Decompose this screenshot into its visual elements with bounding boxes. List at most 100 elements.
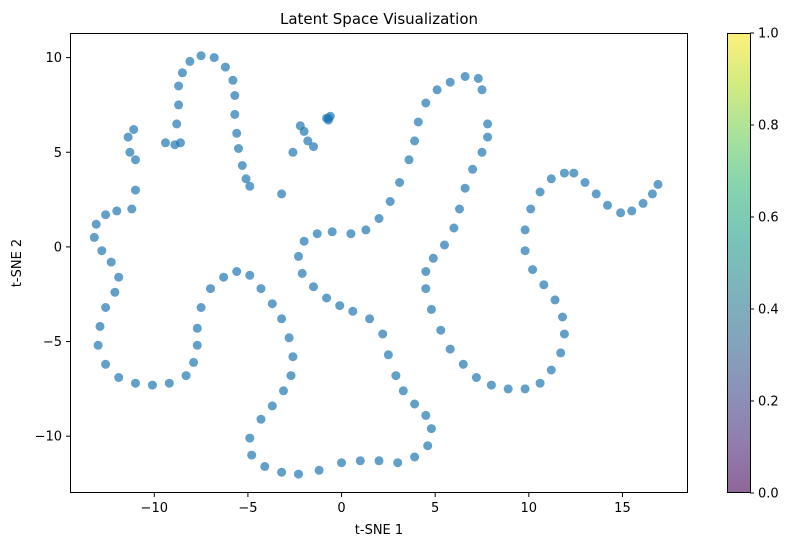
scatter-point (220, 62, 230, 72)
scatter-point (106, 257, 116, 267)
scatter-point (559, 168, 569, 178)
colorbar-tick-label: 1.0 (758, 27, 779, 42)
scatter-point (196, 51, 206, 61)
scatter-point (101, 359, 111, 369)
scatter-point (170, 140, 180, 150)
scatter-point (395, 178, 405, 187)
scatter-point (410, 452, 420, 462)
scatter-point (297, 268, 307, 278)
scatter-point (232, 128, 242, 138)
scatter-point (219, 272, 229, 282)
scatter-point (473, 73, 483, 83)
scatter-point (455, 204, 464, 214)
scatter-point (440, 240, 449, 250)
scatter-point (192, 323, 202, 333)
scatter-point (129, 125, 139, 134)
scatter-point (161, 138, 170, 148)
scatter-point (483, 132, 493, 142)
scatter-point (421, 267, 431, 276)
scatter-point (337, 458, 346, 468)
scatter-point (131, 185, 140, 195)
scatter-point (314, 465, 324, 475)
scatter-point (245, 181, 255, 191)
scatter-point (486, 380, 496, 390)
y-tick-label: 5 (54, 146, 62, 161)
scatter-point (520, 246, 530, 256)
y-tick-label: −5 (43, 335, 62, 350)
scatter-point (378, 329, 388, 339)
x-tick-label: −10 (141, 501, 168, 516)
scatter-point (189, 357, 199, 367)
scatter-point (172, 119, 182, 129)
scatter-point (374, 456, 384, 466)
scatter-point (192, 340, 202, 350)
scatter-point (95, 321, 105, 331)
scatter-point (520, 225, 530, 235)
scatter-point (365, 314, 375, 324)
scatter-points (89, 51, 663, 479)
scatter-point (361, 225, 371, 235)
scatter-point (550, 295, 560, 305)
scatter-point (391, 371, 401, 381)
scatter-point (460, 72, 470, 81)
y-axis-ticks: −10 −5 0 5 10 (35, 51, 70, 445)
scatter-point (230, 91, 240, 100)
scatter-point (288, 352, 298, 362)
scatter-point (383, 350, 393, 360)
scatter-point (232, 267, 242, 276)
scatter-point (228, 75, 238, 85)
colorbar-tick-label: 0.8 (758, 119, 779, 134)
scatter-point (234, 144, 243, 153)
scatter-point (101, 210, 111, 220)
scatter-point (426, 424, 436, 434)
scatter-point (528, 265, 538, 275)
scatter-point (546, 174, 556, 184)
scatter-point (247, 450, 257, 460)
scatter-point (294, 469, 303, 479)
scatter-point (426, 304, 436, 314)
scatter-point (185, 56, 195, 66)
scatter-point (309, 142, 318, 152)
scatter-point (277, 314, 287, 324)
scatter-point (114, 373, 124, 382)
scatter-point (449, 223, 459, 233)
scatter-point (421, 284, 431, 294)
scatter-point (322, 293, 332, 303)
y-axis-label: t-SNE 2 (10, 239, 25, 287)
scatter-point (299, 126, 309, 136)
scatter-point (256, 284, 266, 294)
scatter-point (277, 189, 287, 199)
scatter-point (91, 219, 101, 229)
scatter-point (483, 119, 493, 129)
scatter-point (196, 303, 206, 312)
scatter-point (432, 85, 442, 95)
colorbar-tick-label: 0.2 (758, 395, 779, 410)
x-tick-label: 0 (337, 501, 345, 516)
scatter-point (267, 401, 277, 411)
scatter-point (445, 77, 455, 87)
scatter-point (348, 306, 358, 316)
scatter-point (436, 325, 446, 335)
scatter-point (303, 136, 313, 146)
x-tick-label: −5 (238, 501, 257, 516)
scatter-point (209, 53, 219, 63)
scatter-point (327, 227, 337, 237)
x-tick-label: 10 (521, 501, 538, 516)
scatter-point (335, 301, 345, 311)
colorbar-tick-label: 0.4 (758, 303, 779, 318)
scatter-point (177, 68, 187, 78)
scatter-point (569, 168, 579, 178)
scatter-point (627, 206, 637, 216)
scatter-point (123, 132, 133, 142)
scatter-point (164, 378, 174, 388)
scatter-point (93, 340, 103, 350)
scatter-point (125, 147, 135, 157)
scatter-point (114, 272, 124, 282)
scatter-point (428, 253, 438, 263)
scatter-point (471, 373, 481, 382)
scatter-point (503, 384, 513, 394)
scatter-point (591, 189, 601, 199)
scatter-point (260, 462, 270, 471)
scatter-point (346, 229, 356, 239)
